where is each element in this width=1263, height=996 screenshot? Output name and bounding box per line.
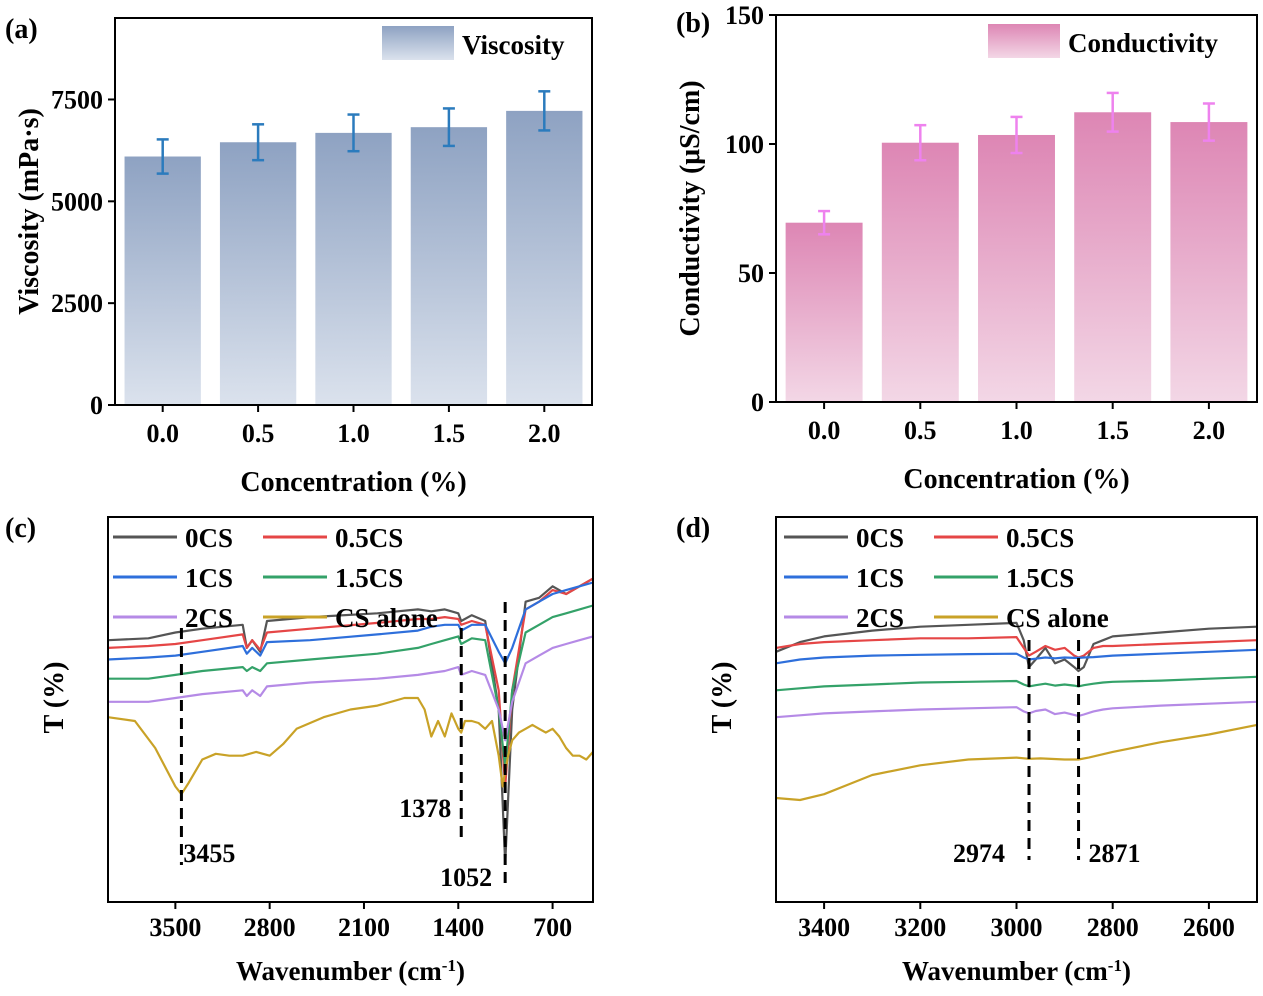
bar-1.5 [410, 127, 488, 405]
series-2CS [775, 700, 1258, 719]
legend-label: Conductivity [1068, 28, 1219, 58]
bar-0.0 [785, 222, 863, 402]
legend-label: 0CS [185, 523, 233, 553]
series-1CS [775, 648, 1258, 665]
y-axis-title: Viscosity (mPa·s) [14, 108, 45, 315]
panel-label: (d) [676, 513, 710, 544]
x-tick-label: 3200 [894, 913, 946, 942]
x-tick-label: 1.5 [1096, 416, 1129, 445]
x-tick-label: 700 [533, 913, 572, 942]
y-tick-label: 150 [725, 1, 764, 30]
legend-label: 1.5CS [335, 563, 403, 593]
bar-1.0 [978, 134, 1055, 402]
series-CS-alone [775, 723, 1258, 802]
x-tick-label: 2.0 [528, 419, 561, 448]
x-axis-title: Wavenumber (cm-1) [902, 956, 1131, 987]
bar-0.5 [881, 142, 959, 402]
series-1.5CS [108, 604, 594, 769]
series-1CS [107, 581, 594, 665]
bar-2.0 [1170, 122, 1248, 402]
series-1.5CS [775, 675, 1258, 692]
panel-b: 0.0 0.5 1.0 1.5 2.0 0 50 100 150 Conductivity Conc… [675, 1, 1258, 495]
x-tick-label: 2.0 [1193, 416, 1226, 445]
legend-label: 1CS [856, 563, 904, 593]
y-tick-label: 50 [738, 259, 764, 288]
x-tick-label: 2600 [1183, 913, 1235, 942]
x-tick-label: 0.0 [146, 419, 179, 448]
annotation-label: 1052 [440, 863, 492, 892]
legend-label: 0CS [856, 523, 904, 553]
plot-frame [775, 516, 1258, 903]
x-tick-label: 1.5 [433, 419, 466, 448]
series-0CS [107, 577, 594, 865]
x-tick-label: 2800 [244, 913, 296, 942]
x-tick-label: 1.0 [337, 419, 370, 448]
legend-label: 1CS [185, 563, 233, 593]
bar-2.0 [506, 110, 583, 405]
legend-label: 0.5CS [335, 523, 403, 553]
legend-swatch [382, 26, 454, 60]
series-0.5CS [775, 635, 1258, 659]
bar-1.5 [1074, 112, 1152, 403]
bar-1.0 [315, 132, 392, 405]
x-tick-label: 3500 [149, 913, 201, 942]
legend-swatch [988, 24, 1060, 58]
y-tick-label: 100 [725, 130, 764, 159]
legend-label: Viscosity [462, 30, 565, 60]
y-axis-title: T (%) [39, 662, 70, 734]
y-tick-label: 7500 [51, 85, 103, 114]
legend-label: CS alone [1006, 603, 1109, 633]
plot-frame [775, 14, 1258, 403]
annotation-label: 1378 [399, 794, 451, 823]
legend-label: 2CS [856, 603, 904, 633]
series-CS-alone [107, 696, 594, 796]
panel-c: 3455 1378 1052 3500 2800 2100 1400 700 0CS 0.5CS 1… [5, 513, 594, 987]
x-tick-label: 0.0 [808, 416, 841, 445]
annotation-label: 2974 [953, 839, 1005, 868]
x-tick-label: 2100 [338, 913, 390, 942]
x-tick-label: 3000 [991, 913, 1043, 942]
bar-0.5 [219, 142, 297, 405]
y-tick-label: 0 [751, 388, 764, 417]
panel-d: 2974 2871 3400 3200 3000 2800 2600 0CS 0.5CS 1CS 1… [676, 513, 1258, 987]
x-tick-label: 0.5 [904, 416, 937, 445]
panel-label: (b) [676, 8, 710, 39]
annotation-label: 2871 [1089, 839, 1141, 868]
legend-label: 0.5CS [1006, 523, 1074, 553]
x-tick-label: 1.0 [1000, 416, 1033, 445]
panel-a: 0.0 0.5 1.0 1.5 2.0 0 2500 5000 7500 Viscosity Con… [5, 14, 593, 498]
legend-label: 1.5CS [1006, 563, 1074, 593]
x-tick-label: 1400 [432, 913, 484, 942]
y-tick-label: 0 [90, 391, 103, 420]
plot-frame [107, 516, 594, 903]
panel-label: (a) [5, 14, 38, 45]
series-0CS [775, 621, 1258, 673]
y-axis-title: Conductivity (μS/cm) [675, 80, 706, 336]
y-axis-title: T (%) [707, 662, 738, 734]
x-axis-title: Concentration (%) [903, 464, 1129, 495]
y-tick-label: 2500 [51, 289, 103, 318]
legend-label: 2CS [185, 603, 233, 633]
x-tick-label: 2800 [1087, 913, 1139, 942]
legend-label: CS alone [335, 603, 438, 633]
x-tick-label: 3400 [798, 913, 850, 942]
y-tick-label: 5000 [51, 187, 103, 216]
series-2CS [108, 635, 594, 742]
x-tick-label: 0.5 [242, 419, 275, 448]
annotation-label: 3455 [183, 839, 235, 868]
panel-label: (c) [5, 513, 36, 544]
x-axis-title: Wavenumber (cm-1) [236, 956, 465, 987]
bar-0.0 [124, 156, 201, 405]
x-axis-title: Concentration (%) [240, 467, 466, 498]
plot-frame [114, 17, 593, 406]
